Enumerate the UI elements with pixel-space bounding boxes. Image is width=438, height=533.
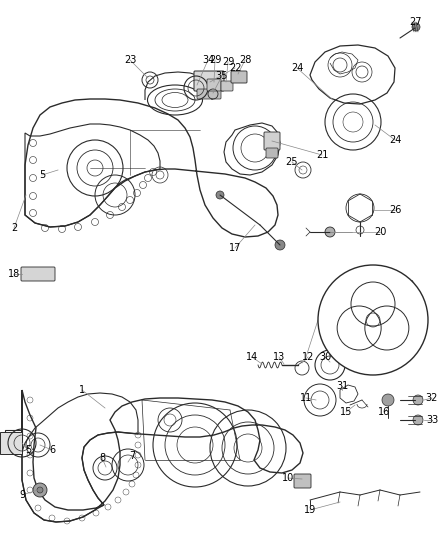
Text: 23: 23 <box>124 55 136 65</box>
Text: 24: 24 <box>389 135 401 145</box>
FancyBboxPatch shape <box>264 132 280 150</box>
Text: 30: 30 <box>402 280 414 290</box>
Text: 27: 27 <box>409 17 421 27</box>
Text: 12: 12 <box>302 352 314 362</box>
Text: 15: 15 <box>340 407 352 417</box>
Text: 22: 22 <box>229 63 241 73</box>
Text: 7: 7 <box>129 451 135 461</box>
FancyBboxPatch shape <box>194 71 224 91</box>
Text: 17: 17 <box>229 243 241 253</box>
Text: 1: 1 <box>79 385 85 395</box>
Text: 10: 10 <box>282 473 294 483</box>
Circle shape <box>275 240 285 250</box>
Text: 32: 32 <box>426 393 438 403</box>
Text: 29: 29 <box>222 57 234 67</box>
FancyBboxPatch shape <box>266 148 278 158</box>
Circle shape <box>325 227 335 237</box>
Text: 8: 8 <box>99 453 105 463</box>
Text: 14: 14 <box>246 352 258 362</box>
Circle shape <box>413 415 423 425</box>
FancyBboxPatch shape <box>0 432 22 454</box>
Text: 9: 9 <box>19 490 25 500</box>
Text: 31: 31 <box>402 305 414 315</box>
Text: 28: 28 <box>239 55 251 65</box>
Circle shape <box>216 191 224 199</box>
Text: 13: 13 <box>273 352 285 362</box>
Text: 24: 24 <box>291 63 303 73</box>
Text: 21: 21 <box>316 150 328 160</box>
Text: 19: 19 <box>304 505 316 515</box>
Text: 30: 30 <box>319 352 331 362</box>
FancyBboxPatch shape <box>231 71 247 83</box>
Circle shape <box>33 483 47 497</box>
Text: 18: 18 <box>8 269 20 279</box>
Text: 33: 33 <box>426 415 438 425</box>
Text: 31: 31 <box>336 381 348 391</box>
Text: 5: 5 <box>25 445 31 455</box>
FancyBboxPatch shape <box>221 81 233 91</box>
Text: 11: 11 <box>300 393 312 403</box>
Circle shape <box>382 394 394 406</box>
Circle shape <box>413 395 423 405</box>
FancyBboxPatch shape <box>21 267 55 281</box>
Text: 26: 26 <box>389 205 401 215</box>
Circle shape <box>318 265 428 375</box>
Text: 35: 35 <box>216 71 228 81</box>
Text: 20: 20 <box>374 227 386 237</box>
FancyBboxPatch shape <box>197 89 221 99</box>
Text: 5: 5 <box>39 170 45 180</box>
Circle shape <box>412 23 420 31</box>
Circle shape <box>37 487 43 493</box>
Text: 16: 16 <box>378 407 390 417</box>
Text: 6: 6 <box>49 445 55 455</box>
Text: 29: 29 <box>209 55 221 65</box>
Text: 34: 34 <box>202 55 214 65</box>
FancyBboxPatch shape <box>207 79 221 91</box>
Text: 2: 2 <box>11 223 17 233</box>
FancyBboxPatch shape <box>294 474 311 488</box>
Text: 25: 25 <box>286 157 298 167</box>
